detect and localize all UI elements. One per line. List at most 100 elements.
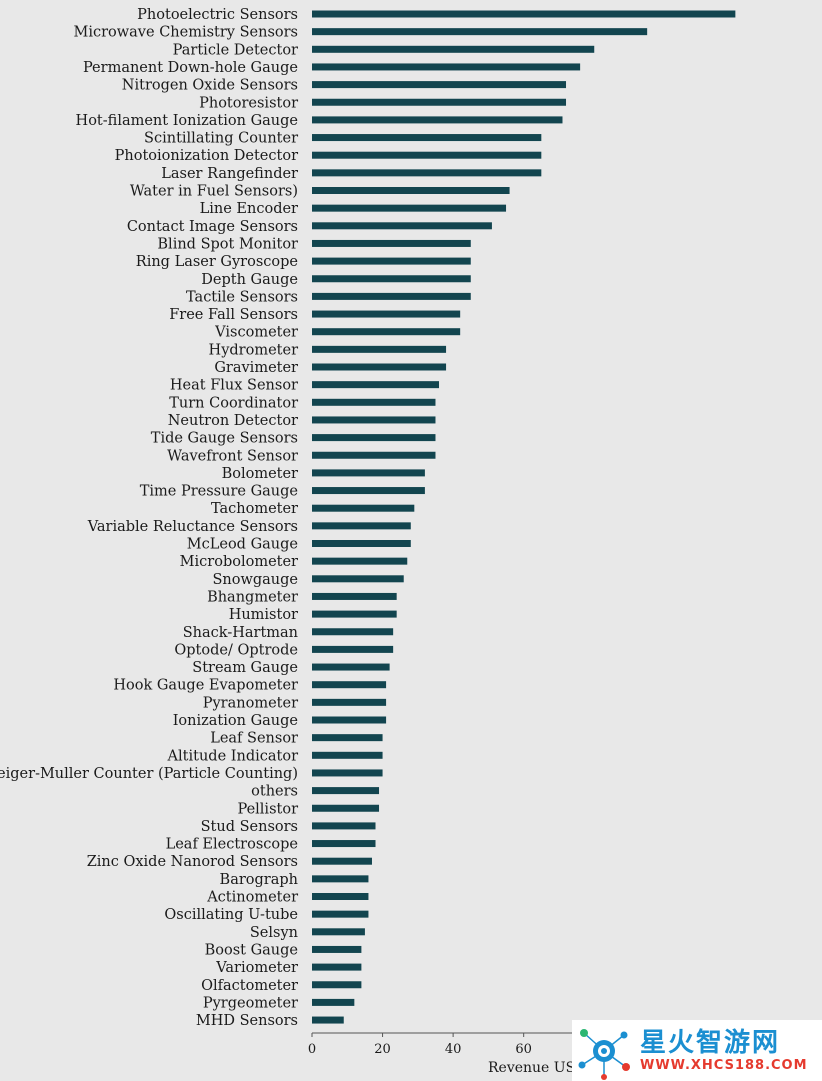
- category-label: Leaf Sensor: [210, 731, 298, 747]
- category-label: others: [251, 784, 298, 800]
- bar: [312, 151, 542, 159]
- bar: [312, 10, 736, 18]
- bar: [312, 63, 581, 71]
- bar: [312, 292, 471, 300]
- category-label: Actinometer: [206, 890, 298, 906]
- category-label: Bhangmeter: [207, 589, 298, 605]
- bar: [312, 328, 461, 336]
- bar: [312, 98, 567, 106]
- watermark-text: 星火智游网 WWW.XHCS188.COM: [640, 1028, 808, 1074]
- bar: [312, 610, 397, 618]
- category-label: Contact Image Sensors: [127, 219, 298, 235]
- category-label: Microbolometer: [180, 554, 298, 570]
- category-label: Humistor: [229, 607, 298, 623]
- bar: [312, 893, 369, 900]
- watermark-title: 星火智游网: [640, 1027, 781, 1058]
- category-label: Barograph: [220, 872, 298, 888]
- bar: [312, 134, 542, 142]
- category-label: Hook Gauge Evapometer: [113, 678, 298, 694]
- category-label: Variable Reluctance Sensors: [87, 519, 298, 535]
- category-label: Depth Gauge: [201, 272, 298, 288]
- category-label: Tachometer: [211, 501, 298, 517]
- bar: [312, 345, 447, 353]
- bar: [312, 239, 471, 247]
- category-label: Pyrgeometer: [203, 995, 298, 1011]
- category-label: Optode/ Optrode: [174, 642, 298, 658]
- bar: [312, 875, 369, 883]
- bar: [312, 28, 648, 36]
- bar: [312, 169, 542, 177]
- bar: [312, 1016, 344, 1024]
- category-label: Zinc Oxide Nanorod Sensors: [87, 854, 298, 870]
- bar: [312, 928, 365, 936]
- category-label: Gravimeter: [214, 360, 298, 376]
- network-logo-icon: [578, 1028, 630, 1080]
- bar: [312, 857, 372, 865]
- category-label: Line Encoder: [200, 201, 298, 217]
- bar: [312, 222, 492, 230]
- category-label: Scintillating Counter: [144, 131, 298, 147]
- category-label: Ring Laser Gyroscope: [136, 254, 298, 270]
- category-label: Heat Flux Sensor: [170, 378, 298, 394]
- category-labels-layer: Photoelectric Sensors Microwave Chemistry…: [0, 7, 298, 1029]
- category-label: McLeod Gauge: [187, 537, 298, 553]
- category-label: Hot-filament Ionization Gauge: [76, 113, 298, 129]
- category-label: Water in Fuel Sensors): [130, 184, 298, 200]
- bar: [312, 592, 397, 600]
- bar: [312, 663, 390, 671]
- bar: [312, 734, 383, 742]
- x-tick-label: 40: [445, 1042, 462, 1057]
- bar: [312, 469, 425, 477]
- bar: [312, 275, 471, 283]
- bar: [312, 769, 383, 777]
- bar: [312, 45, 595, 53]
- bar: [312, 451, 436, 459]
- category-label: Turn Coordinator: [169, 395, 298, 411]
- category-label: Photoionization Detector: [115, 148, 298, 164]
- bar: [312, 204, 507, 212]
- category-label: Oscillating U-tube: [164, 907, 298, 923]
- category-label: Olfactometer: [201, 978, 298, 994]
- category-label: Leaf Electroscope: [166, 837, 298, 853]
- bar: [312, 81, 567, 89]
- bar: [312, 998, 355, 1006]
- bar: [312, 628, 394, 636]
- category-label: Blind Spot Monitor: [157, 236, 298, 252]
- category-label: MHD Sensors: [196, 1013, 298, 1029]
- bar: [312, 945, 362, 953]
- category-label: Tide Gauge Sensors: [151, 431, 298, 447]
- bar: [312, 822, 376, 830]
- bar: [312, 681, 387, 689]
- category-label: Neutron Detector: [168, 413, 298, 429]
- category-label: Shack-Hartman: [183, 625, 298, 641]
- category-label: Snowgauge: [212, 572, 298, 588]
- category-label: Nitrogen Oxide Sensors: [122, 78, 298, 94]
- watermark-logo: 星火智游网 WWW.XHCS188.COM: [572, 1020, 822, 1081]
- bar: [312, 804, 380, 812]
- bar: [312, 910, 369, 918]
- watermark-url: WWW.XHCS188.COM: [640, 1057, 808, 1073]
- bar: [312, 487, 425, 495]
- category-label: Tactile Sensors: [186, 289, 298, 305]
- bar: [312, 787, 380, 795]
- category-label: Selsyn: [250, 925, 298, 941]
- bar: [312, 698, 387, 706]
- bar: [312, 381, 440, 389]
- category-label: Variometer: [215, 960, 298, 976]
- bar: [312, 575, 404, 583]
- bar: [312, 751, 383, 759]
- category-label: Geiger-Muller Counter (Particle Counting…: [0, 766, 298, 782]
- category-label: Stud Sensors: [201, 819, 298, 835]
- category-label: Viscometer: [214, 325, 298, 341]
- category-label: Laser Rangefinder: [161, 166, 298, 182]
- category-label: Photoelectric Sensors: [137, 7, 298, 23]
- category-label: Free Fall Sensors: [169, 307, 298, 323]
- category-label: Particle Detector: [173, 42, 298, 58]
- bar: [312, 504, 415, 512]
- bar: [312, 645, 394, 653]
- bar: [312, 187, 510, 194]
- x-tick-label: 20: [374, 1042, 391, 1057]
- bars-layer: [312, 10, 736, 1024]
- x-tick-label: 0: [308, 1042, 316, 1057]
- category-label: Pellistor: [237, 801, 298, 817]
